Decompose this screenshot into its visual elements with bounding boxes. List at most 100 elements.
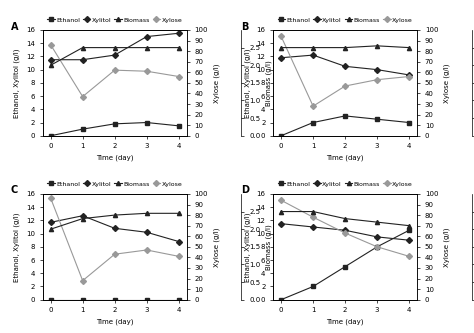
Ethanol xyxy=(80,298,85,302)
Ethanol xyxy=(112,298,118,302)
Xylose xyxy=(176,75,182,79)
Xylitol xyxy=(310,225,316,229)
Legend: Ethanol, Xylitol, Biomass, Xylose: Ethanol, Xylitol, Biomass, Xylose xyxy=(278,17,412,23)
Legend: Ethanol, Xylitol, Biomass, Xylose: Ethanol, Xylitol, Biomass, Xylose xyxy=(278,181,412,186)
Xylitol xyxy=(310,53,316,57)
Biomass xyxy=(406,224,412,228)
Ethanol xyxy=(278,298,284,302)
Xylitol xyxy=(342,64,348,68)
Biomass xyxy=(342,216,348,220)
Y-axis label: Biomass (g/l): Biomass (g/l) xyxy=(266,60,273,106)
Ethanol xyxy=(374,245,380,249)
Biomass xyxy=(374,44,380,48)
Xylitol xyxy=(406,73,412,77)
Xylose xyxy=(48,196,54,200)
Line: Xylitol: Xylitol xyxy=(279,53,411,77)
Biomass xyxy=(112,46,118,50)
Line: Xylitol: Xylitol xyxy=(48,31,181,62)
Xylose xyxy=(342,84,348,88)
Ethanol xyxy=(310,284,316,288)
Line: Xylose: Xylose xyxy=(48,196,181,283)
Y-axis label: Ethanol, Xylitol (g/l): Ethanol, Xylitol (g/l) xyxy=(14,48,20,118)
Line: Xylose: Xylose xyxy=(279,34,411,108)
Xylose xyxy=(144,69,149,73)
Xylitol xyxy=(278,56,284,60)
Ethanol xyxy=(48,134,54,138)
Line: Xylose: Xylose xyxy=(279,198,411,258)
Xylose xyxy=(406,254,412,258)
Ethanol xyxy=(112,122,118,126)
Biomass xyxy=(144,211,149,215)
Biomass xyxy=(406,46,412,50)
X-axis label: Time (day): Time (day) xyxy=(327,319,364,325)
Xylitol xyxy=(48,58,54,62)
Xylitol xyxy=(144,35,149,39)
Xylose xyxy=(80,279,85,283)
Xylose xyxy=(278,198,284,202)
Xylose xyxy=(144,248,149,252)
Xylitol xyxy=(80,58,85,62)
Ethanol xyxy=(176,124,182,128)
Xylitol xyxy=(342,228,348,232)
Biomass xyxy=(144,46,149,50)
Xylose xyxy=(112,68,118,72)
Biomass xyxy=(278,46,284,50)
Biomass xyxy=(48,63,54,67)
Legend: Ethanol, Xylitol, Biomass, Xylose: Ethanol, Xylitol, Biomass, Xylose xyxy=(47,181,182,186)
Y-axis label: Xylose (g/l): Xylose (g/l) xyxy=(213,63,220,103)
Biomass xyxy=(310,46,316,50)
Y-axis label: Xylose (g/l): Xylose (g/l) xyxy=(444,227,450,266)
Ethanol xyxy=(342,114,348,118)
Line: Xylitol: Xylitol xyxy=(48,214,181,244)
Xylitol xyxy=(374,68,380,72)
Xylose xyxy=(374,78,380,82)
Xylose xyxy=(342,231,348,235)
X-axis label: Time (day): Time (day) xyxy=(327,155,364,162)
X-axis label: Time (day): Time (day) xyxy=(96,319,133,325)
Xylitol xyxy=(406,238,412,242)
Ethanol xyxy=(80,127,85,131)
Biomass xyxy=(374,220,380,224)
Biomass xyxy=(278,209,284,213)
Y-axis label: Ethanol, Xylitol (g/l): Ethanol, Xylitol (g/l) xyxy=(14,212,20,282)
Xylose xyxy=(310,104,316,108)
Line: Biomass: Biomass xyxy=(279,44,411,50)
Ethanol xyxy=(48,298,54,302)
Line: Xylose: Xylose xyxy=(48,43,181,99)
Xylose xyxy=(112,252,118,256)
Xylitol xyxy=(278,222,284,226)
Xylose xyxy=(48,43,54,47)
Ethanol xyxy=(342,265,348,269)
Xylitol xyxy=(112,226,118,230)
Biomass xyxy=(310,209,316,213)
Xylitol xyxy=(80,214,85,218)
Biomass xyxy=(342,46,348,50)
Biomass xyxy=(80,216,85,220)
Xylitol xyxy=(144,230,149,234)
Line: Xylitol: Xylitol xyxy=(279,221,411,242)
Y-axis label: Biomass (g/l): Biomass (g/l) xyxy=(266,224,273,270)
Xylose xyxy=(310,215,316,219)
Ethanol xyxy=(144,121,149,125)
Y-axis label: Ethanol, Xylitol (g/l): Ethanol, Xylitol (g/l) xyxy=(245,212,251,282)
Y-axis label: Xylose (g/l): Xylose (g/l) xyxy=(213,227,220,266)
Ethanol xyxy=(310,121,316,125)
Text: A: A xyxy=(11,22,18,32)
Y-axis label: Xylose (g/l): Xylose (g/l) xyxy=(444,63,450,103)
Line: Biomass: Biomass xyxy=(279,209,411,228)
Line: Ethanol: Ethanol xyxy=(279,228,411,302)
Line: Biomass: Biomass xyxy=(48,46,181,67)
Xylose xyxy=(374,245,380,249)
Xylose xyxy=(278,34,284,38)
Biomass xyxy=(80,46,85,50)
Biomass xyxy=(112,213,118,217)
Ethanol xyxy=(406,121,412,125)
Line: Ethanol: Ethanol xyxy=(279,114,411,138)
Biomass xyxy=(176,211,182,215)
Xylose xyxy=(80,95,85,99)
Text: D: D xyxy=(241,185,249,195)
Legend: Ethanol, Xylitol, Biomass, Xylose: Ethanol, Xylitol, Biomass, Xylose xyxy=(47,17,182,23)
Xylose xyxy=(176,254,182,258)
Biomass xyxy=(176,46,182,50)
Y-axis label: Ethanol, Xylitol (g/l): Ethanol, Xylitol (g/l) xyxy=(245,48,251,118)
